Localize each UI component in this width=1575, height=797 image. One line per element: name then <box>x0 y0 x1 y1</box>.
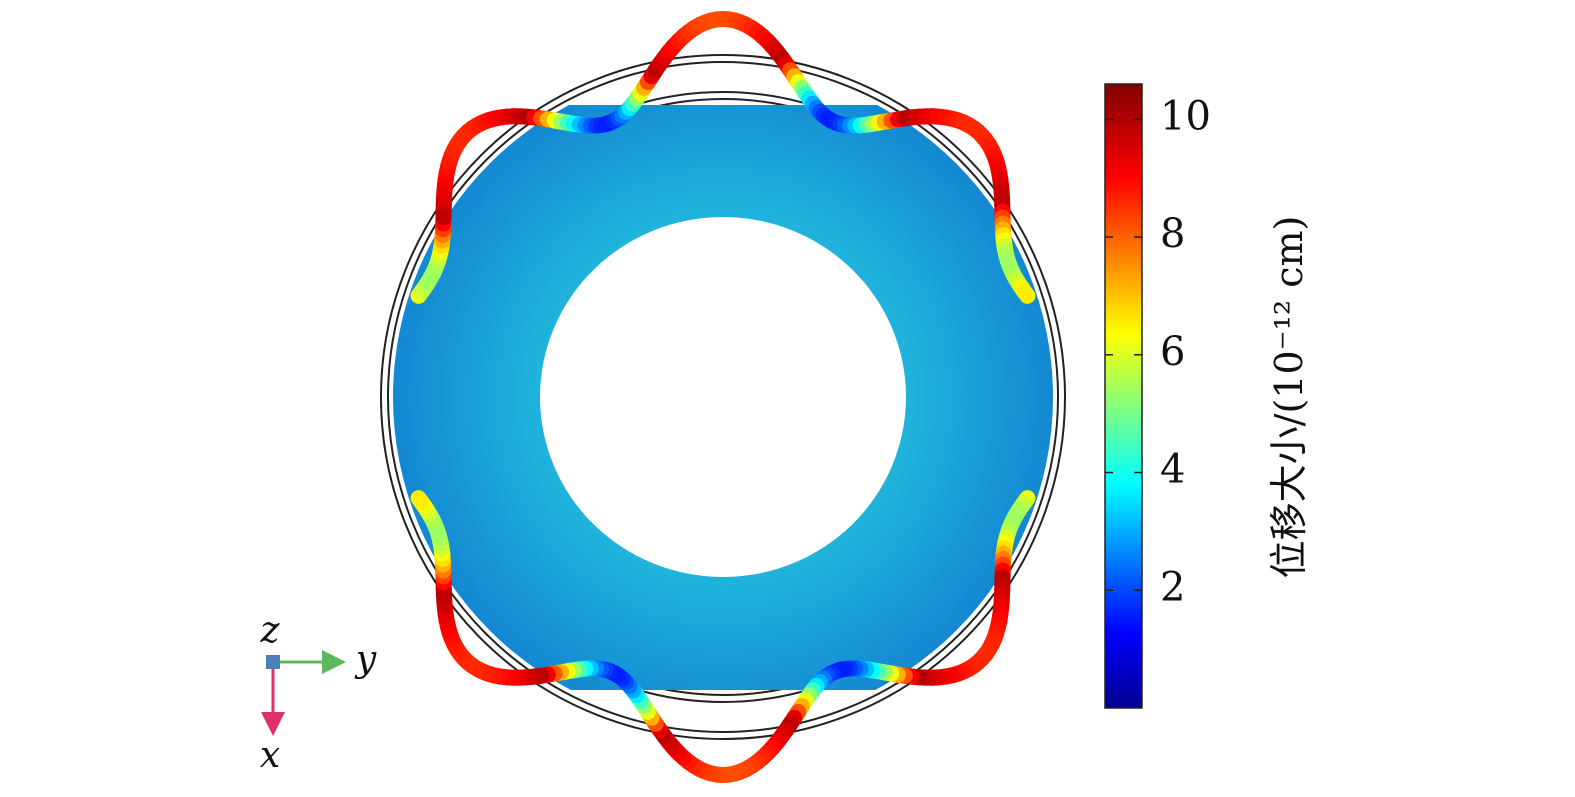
colorbar-label: 位移大小/(10⁻¹² cm) <box>1267 216 1311 579</box>
colorbar-tick-label: 4 <box>1160 447 1185 493</box>
colorbar-tick-label: 8 <box>1160 211 1185 257</box>
colorbar-tick-label: 6 <box>1160 329 1185 375</box>
axis-triad: z y x <box>260 610 377 776</box>
z-label: z <box>260 610 281 651</box>
colorbar <box>1104 83 1143 709</box>
colorbar-tick-label: 2 <box>1160 564 1185 610</box>
colorbar-ticks: 2 4 6 8 10 <box>1105 93 1211 610</box>
wave-band <box>410 11 1036 783</box>
y-label: y <box>354 639 377 680</box>
colorbar-tick-label: 10 <box>1160 93 1211 139</box>
wave-segment <box>410 490 430 511</box>
x-label: x <box>260 735 280 776</box>
wave-segment <box>1016 283 1036 304</box>
z-marker <box>266 655 280 669</box>
ring <box>393 105 1053 690</box>
